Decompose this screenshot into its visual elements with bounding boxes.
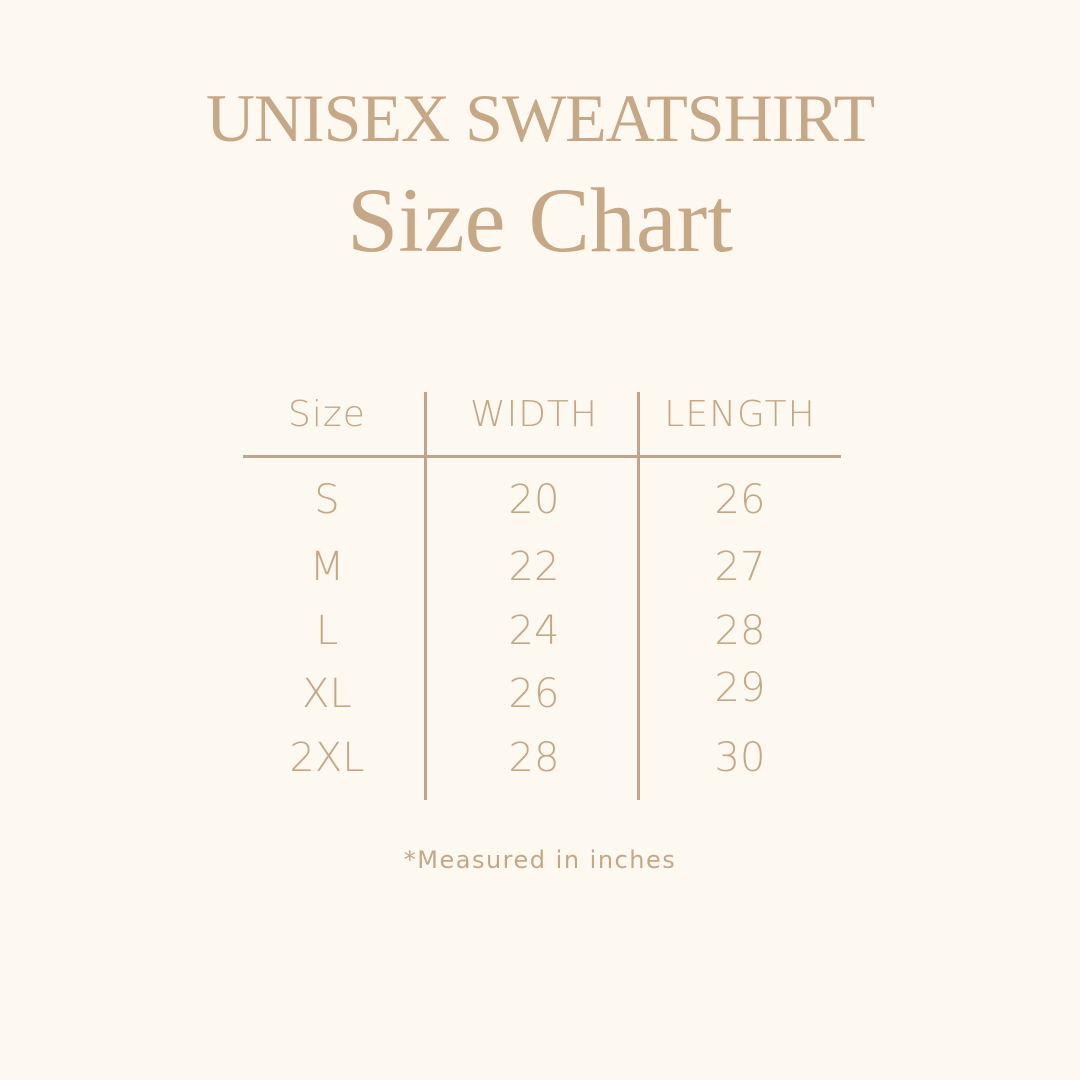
cell-length: 27 — [714, 544, 766, 590]
cell-size: S — [314, 477, 340, 523]
footnote: *Measured in inches — [403, 846, 677, 874]
cell-length: 29 — [714, 665, 766, 711]
cell-width: 24 — [508, 608, 560, 654]
header-width: WIDTH — [470, 394, 598, 435]
cell-length: 30 — [714, 735, 766, 781]
header-size: Size — [288, 394, 366, 435]
cell-size: XL — [302, 671, 352, 717]
cell-size: L — [315, 608, 339, 654]
cell-length: 28 — [714, 608, 766, 654]
cell-width: 20 — [508, 477, 560, 523]
header-divider — [243, 455, 841, 458]
page-title: UNISEX SWEATSHIRT — [205, 80, 875, 156]
header-length: LENGTH — [664, 394, 816, 435]
cell-size: 2XL — [289, 735, 365, 781]
cell-width: 26 — [508, 671, 560, 717]
page-subtitle: Size Chart — [347, 169, 733, 271]
column-divider — [637, 392, 640, 800]
column-divider — [424, 392, 427, 800]
cell-length: 26 — [714, 477, 766, 523]
cell-width: 22 — [508, 544, 560, 590]
cell-size: M — [309, 544, 345, 590]
cell-width: 28 — [508, 735, 560, 781]
